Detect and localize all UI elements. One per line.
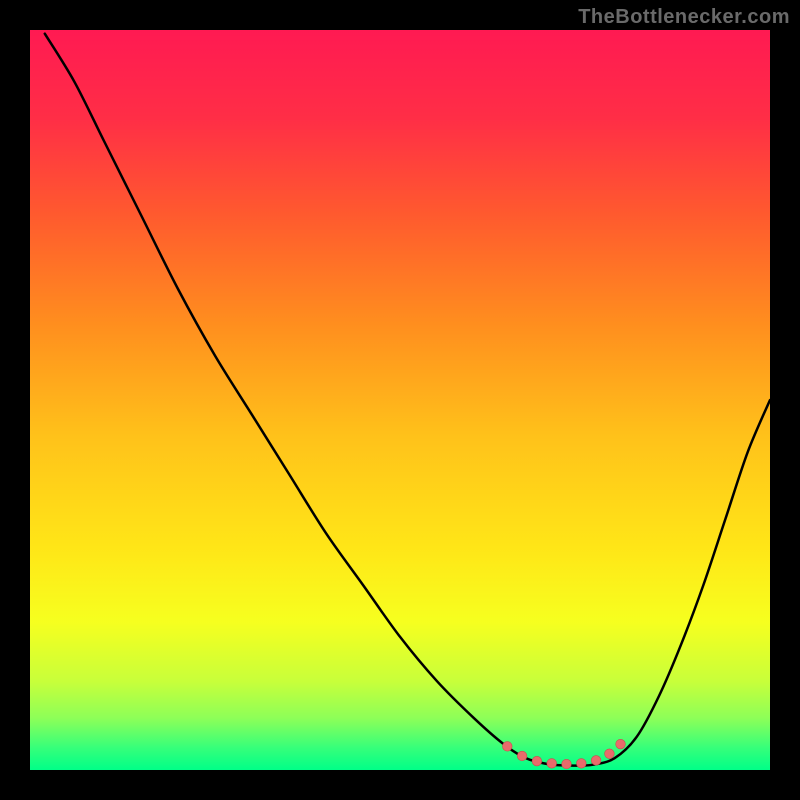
- optimal-marker: [616, 739, 626, 749]
- gradient-background: [30, 30, 770, 770]
- optimal-marker: [591, 756, 601, 766]
- bottleneck-curve-chart: [0, 0, 800, 800]
- optimal-marker: [547, 759, 557, 769]
- optimal-marker: [517, 751, 527, 761]
- optimal-marker: [532, 756, 542, 766]
- optimal-marker: [562, 759, 572, 769]
- watermark-text: TheBottlenecker.com: [578, 6, 790, 29]
- chart-stage: TheBottlenecker.com: [0, 0, 800, 800]
- optimal-marker: [577, 759, 587, 769]
- optimal-marker: [503, 742, 513, 752]
- optimal-marker: [605, 749, 615, 759]
